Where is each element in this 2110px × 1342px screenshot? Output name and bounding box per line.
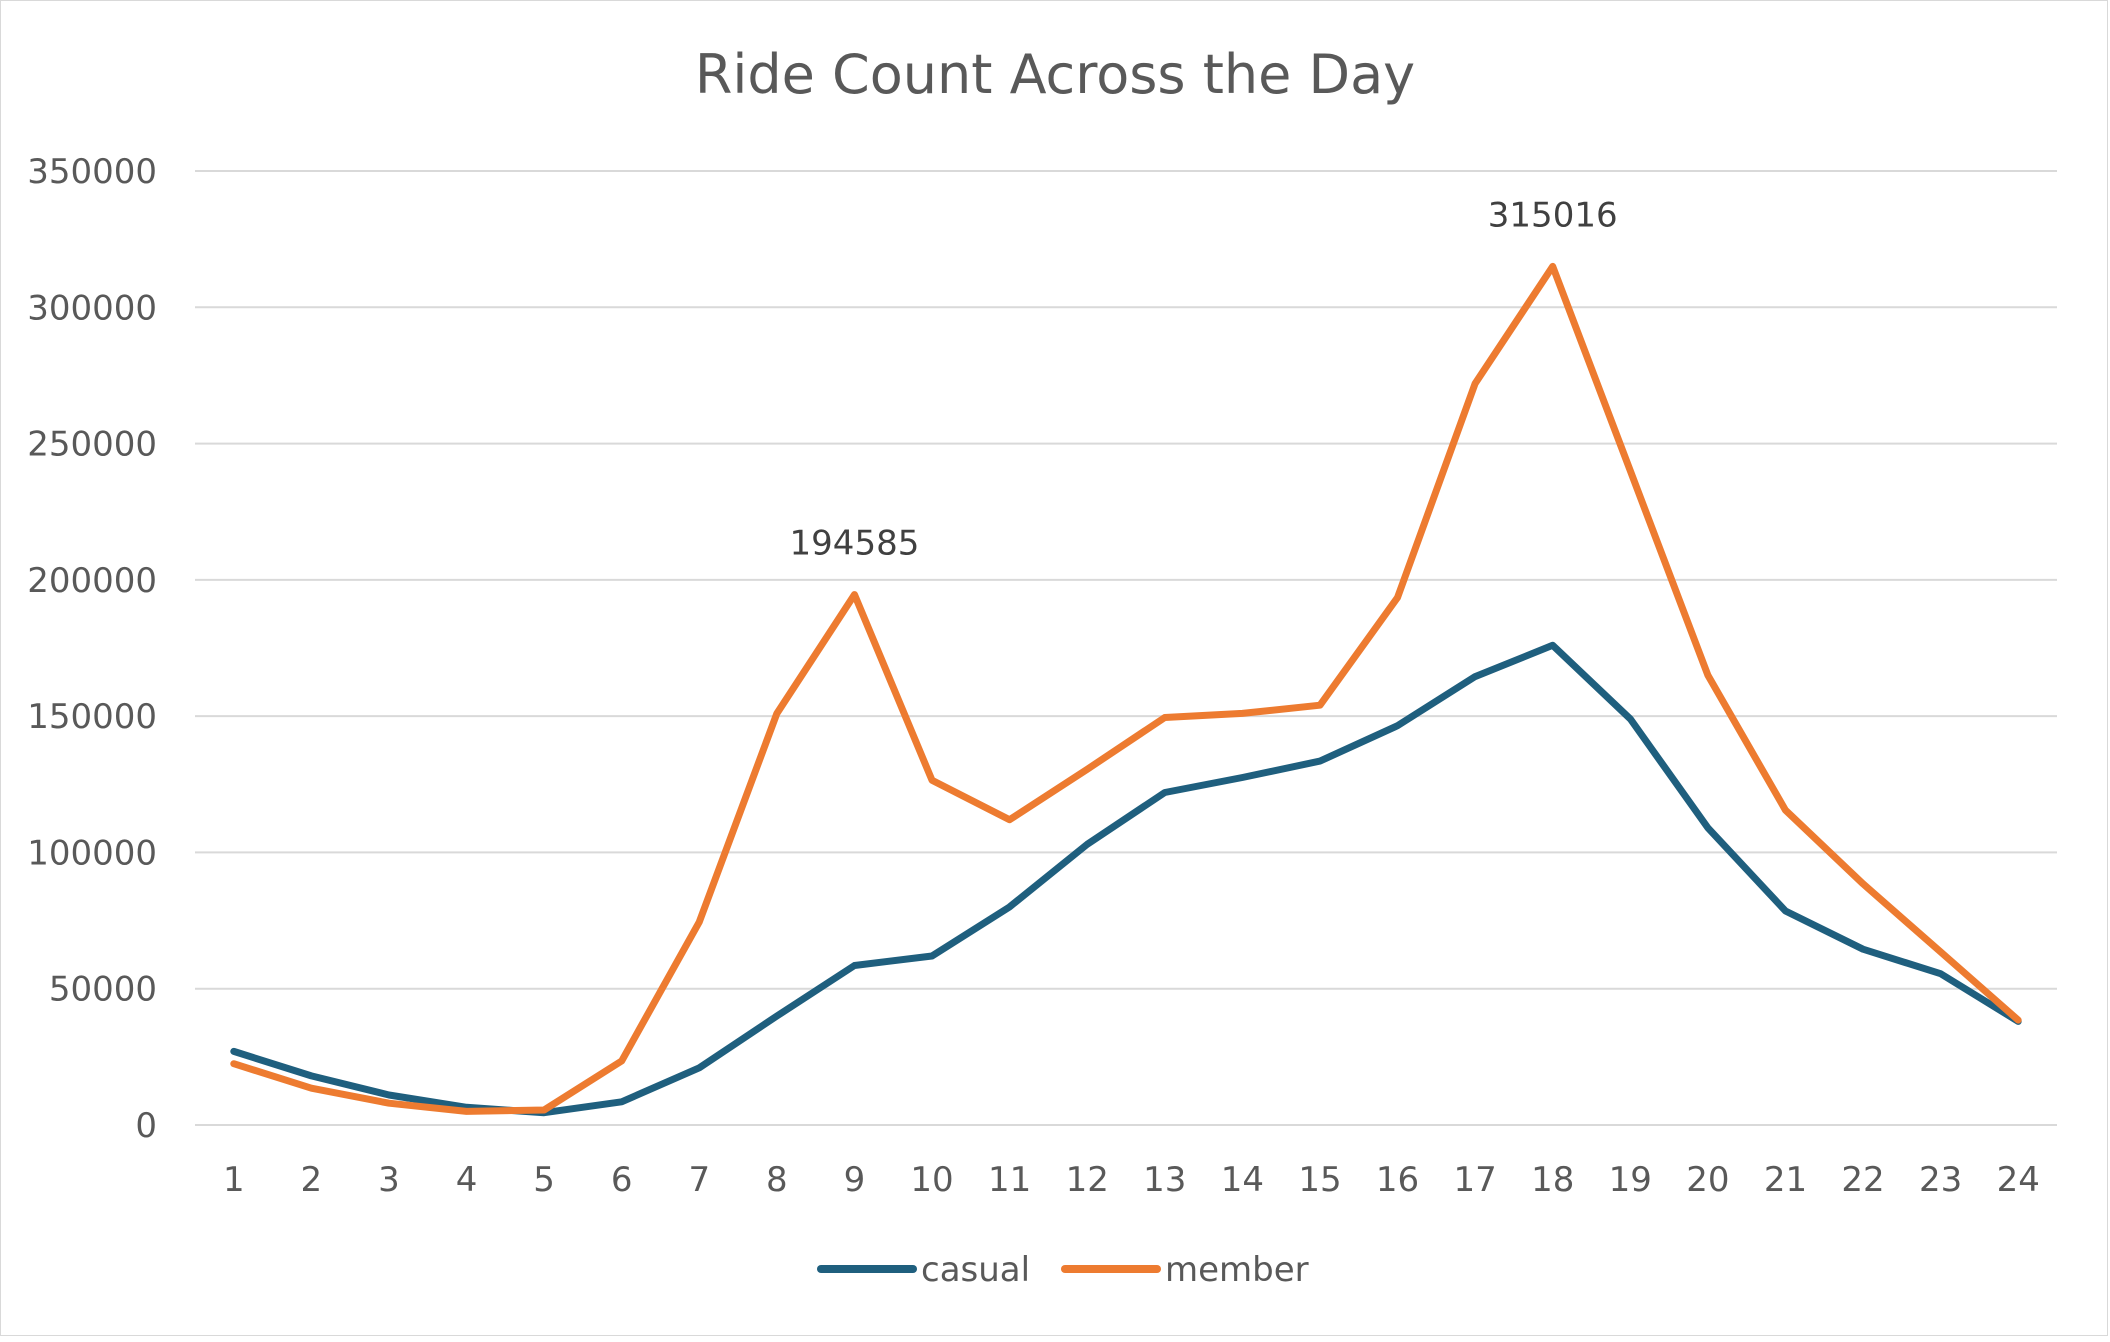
data-label: 194585 [790,524,920,564]
x-tick-label: 7 [688,1160,710,1200]
x-tick-label: 13 [1143,1160,1186,1200]
x-tick-label: 11 [988,1160,1031,1200]
x-tick-label: 1 [223,1160,245,1200]
data-label: 315016 [1488,195,1618,235]
x-tick-label: 4 [456,1160,478,1200]
series-lines [230,262,2022,1117]
x-tick-label: 19 [1609,1160,1652,1200]
y-tick-label: 350000 [27,152,157,192]
x-tick-label: 9 [844,1160,866,1200]
x-tick-label: 23 [1919,1160,1962,1200]
legend-label-casual: casual [921,1250,1030,1290]
x-tick-label: 24 [1997,1160,2040,1200]
x-axis-tick-labels: 1 2 3 4 5 6 7 8 9 10 11 12 13 14 15 16 17 18 19 20 21 22 23 24 [223,1160,2040,1200]
y-tick-label: 200000 [27,561,157,601]
x-tick-label: 12 [1066,1160,1109,1200]
y-axis-tick-labels: 0 50000 100000 150000 200000 250000 300000 3500… [27,152,157,1146]
legend-label-member: member [1165,1250,1309,1290]
x-tick-label: 17 [1453,1160,1496,1200]
x-tick-label: 18 [1531,1160,1574,1200]
x-tick-label: 21 [1764,1160,1807,1200]
data-labels: 194585 315016 [790,195,1618,563]
x-tick-label: 22 [1841,1160,1884,1200]
x-tick-label: 2 [301,1160,323,1200]
y-tick-label: 250000 [27,425,157,465]
y-tick-label: 100000 [27,833,157,873]
x-tick-label: 3 [378,1160,400,1200]
y-tick-label: 150000 [27,697,157,737]
x-tick-label: 5 [533,1160,555,1200]
y-tick-label: 300000 [27,288,157,328]
y-tick-label: 50000 [49,970,157,1010]
legend: casual member [817,1250,1309,1290]
chart-title: Ride Count Across the Day [695,43,1415,106]
series-line-member [230,262,2022,1115]
x-tick-label: 6 [611,1160,633,1200]
y-tick-label: 0 [135,1106,157,1146]
x-tick-label: 15 [1298,1160,1341,1200]
x-tick-label: 10 [910,1160,953,1200]
x-tick-label: 8 [766,1160,788,1200]
x-tick-label: 16 [1376,1160,1419,1200]
x-tick-label: 14 [1221,1160,1264,1200]
x-tick-label: 20 [1686,1160,1729,1200]
gridlines [195,170,2057,990]
